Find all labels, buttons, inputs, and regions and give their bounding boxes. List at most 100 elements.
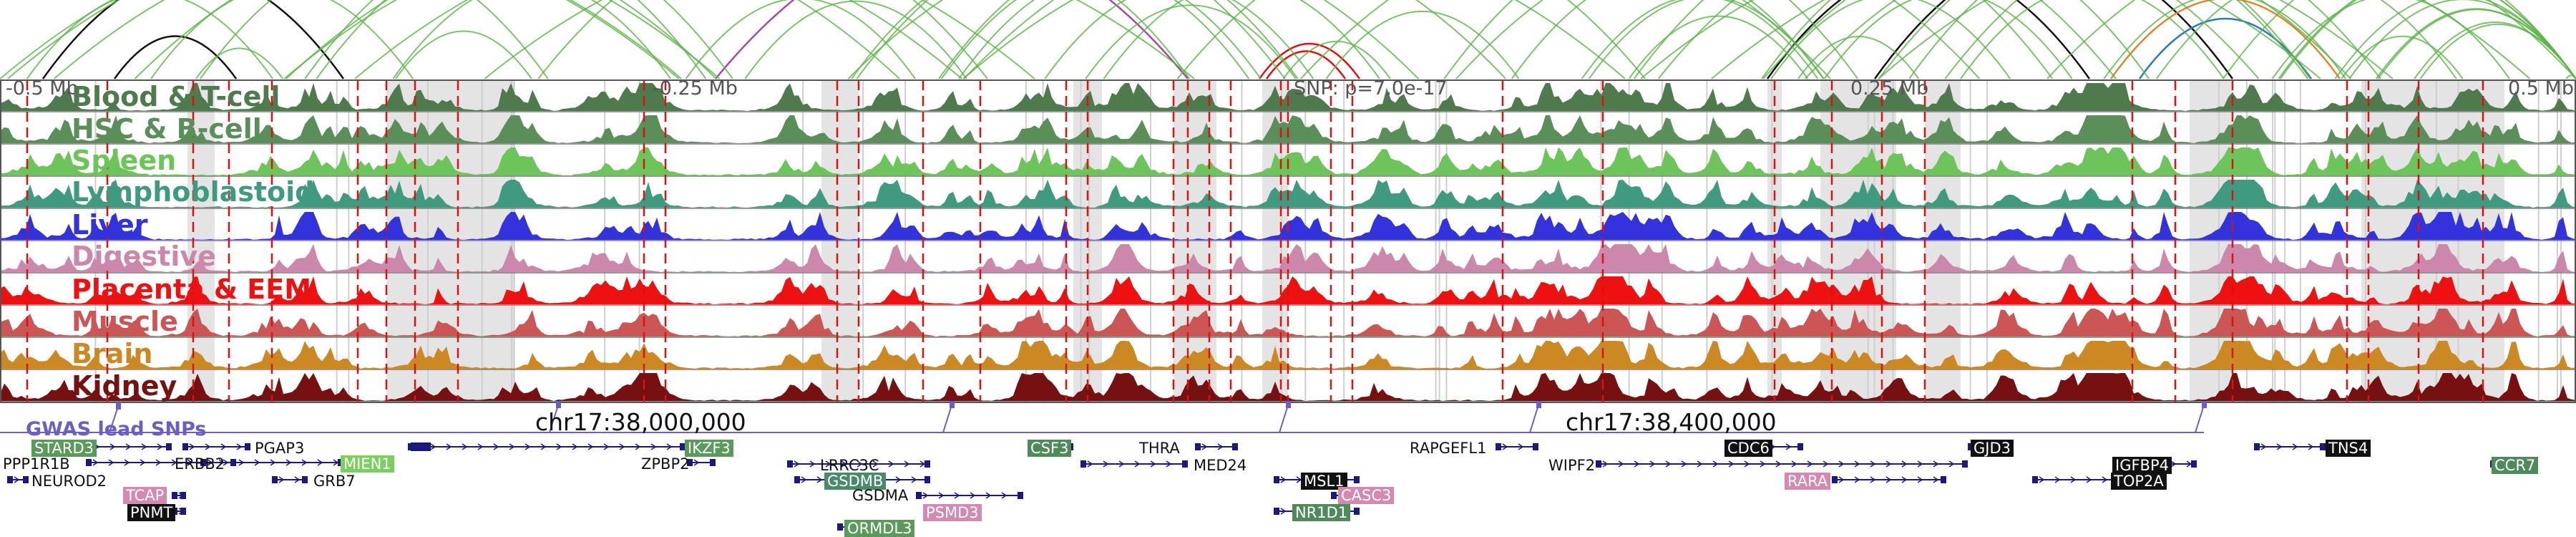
gene-label-casc3[interactable]: CASC3 [1338, 487, 1395, 504]
gene-label-pnmt[interactable]: PNMT [127, 504, 176, 521]
gene-label-ormdl3[interactable]: ORMDL3 [844, 520, 915, 537]
gene-strand-arrow [108, 459, 114, 466]
gene-strand-arrow [904, 460, 910, 468]
gene-exon [1331, 492, 1337, 499]
axis-tick-snp: SNP: p=7.0e-17 [1294, 77, 1448, 100]
track-label-muscle: Muscle [72, 306, 178, 337]
gene-label-csf3[interactable]: CSF3 [1028, 440, 1072, 457]
gene-strand-arrow [922, 492, 929, 499]
snp-marker [556, 401, 561, 408]
gene-strand-arrow [1001, 492, 1008, 499]
gene-strand-arrow [1103, 460, 1109, 468]
gene-exon [1354, 476, 1360, 483]
loop-arc [1103, 0, 1380, 79]
loop-arc [1044, 0, 1314, 79]
gene-strand-arrow [155, 459, 162, 466]
signal-profile [0, 244, 2576, 272]
gene-label-tcap[interactable]: TCAP [123, 487, 167, 504]
gene-label-med24[interactable]: MED24 [1194, 457, 1247, 474]
signal-tracks-panel [0, 79, 2576, 403]
gene-label-gjd3[interactable]: GJD3 [1971, 440, 2014, 457]
loop-arc [963, 0, 1507, 79]
gene-strand-arrow [1901, 460, 1908, 468]
gene-label-gsdma[interactable]: GSDMA [852, 487, 909, 504]
loop-arc [316, 0, 733, 79]
snp-connector [1529, 405, 1539, 433]
gene-label-rapgefl1[interactable]: RAPGEFL1 [1410, 440, 1487, 457]
gene-strand-arrow [157, 443, 163, 450]
gene-label-pgap3[interactable]: PGAP3 [255, 440, 305, 457]
snp-connector [109, 406, 119, 433]
gene-label-mien1[interactable]: MIEN1 [341, 455, 394, 473]
snp-marker [2202, 401, 2207, 408]
gene-label-cdc6[interactable]: CDC6 [1724, 440, 1772, 457]
gene-strand-arrow [2054, 476, 2061, 483]
gene-strand-arrow [619, 443, 625, 450]
gene-strand-arrow [493, 443, 499, 450]
gene-exon [1018, 492, 1023, 499]
gene-strand-arrow [205, 443, 211, 450]
gene-label-rara[interactable]: RARA [1785, 473, 1831, 490]
loop-arc [283, 0, 962, 79]
gene-label-grb7[interactable]: GRB7 [313, 473, 356, 490]
gene-strand-arrow [816, 476, 823, 483]
gene-label-gsdmb[interactable]: GSDMB [824, 473, 887, 490]
track-label-spleen: Spleen [72, 145, 177, 176]
snp-marker [950, 401, 955, 408]
gene-exon [23, 476, 29, 483]
loop-arc [200, 0, 549, 79]
loop-arc [1873, 0, 2234, 79]
gene-strand-arrow [1744, 460, 1750, 468]
gene-label-nr1d1[interactable]: NR1D1 [1292, 504, 1351, 521]
gene-strand-arrow [794, 460, 800, 468]
gene-label-thra[interactable]: THRA [1139, 440, 1180, 457]
loop-arc [1176, 0, 1646, 79]
loop-arc [286, 0, 900, 79]
gene-label-tns4[interactable]: TNS4 [2326, 440, 2371, 457]
gene-strand-arrow [985, 492, 992, 499]
gene-label-psmd3[interactable]: PSMD3 [923, 504, 982, 521]
gene-strand-arrow [270, 459, 276, 466]
gene-exon [1533, 443, 1538, 450]
gene-exon [837, 523, 843, 531]
loop-arc [847, 0, 1420, 79]
gene-strand-arrow [223, 459, 229, 466]
loop-arc [1804, 0, 2351, 79]
gene-strand-arrow [1791, 460, 1797, 468]
gene-strand-arrow [1948, 460, 1955, 468]
gene-exon [182, 443, 188, 450]
gene-label-neurod2[interactable]: NEUROD2 [31, 473, 107, 490]
gene-label-ppp1r1b[interactable]: PPP1R1B [3, 455, 70, 473]
gene-strand-arrow [2102, 476, 2108, 483]
loop-arc [134, 0, 717, 79]
gene-exon [180, 492, 186, 499]
gene-strand-arrow [1933, 460, 1939, 468]
axis-tick-minus-half-mb: -0.5 Mb [6, 77, 79, 100]
loop-arc [685, 0, 916, 79]
gene-strand-arrow [540, 443, 547, 450]
gene-strand-arrow [2170, 460, 2177, 468]
loop-arc [304, 0, 707, 79]
gene-label-igfbp4[interactable]: IGFBP4 [2112, 457, 2172, 474]
gene-exon [687, 459, 693, 466]
gene-label-zpbp2[interactable]: ZPBP2 [641, 455, 690, 473]
gene-strand-arrow [556, 443, 562, 450]
gene-strand-arrow [1838, 460, 1845, 468]
gene-label-wipf2[interactable]: WIPF2 [1548, 457, 1596, 474]
gene-label-stard3[interactable]: STARD3 [31, 440, 97, 457]
gene-exon [916, 492, 922, 499]
gene-exon [411, 442, 431, 451]
gene-strand-arrow [635, 443, 641, 450]
gene-strand-arrow [1917, 460, 1923, 468]
gene-strand-arrow [207, 459, 213, 466]
loop-arc [1282, 40, 1391, 79]
gene-label-ccr7[interactable]: CCR7 [2492, 457, 2539, 474]
gene-strand-arrow [1870, 460, 1876, 468]
gene-label-erbb2[interactable]: ERBB2 [175, 455, 225, 473]
gene-strand-arrow [1775, 460, 1782, 468]
gene-strand-arrow [650, 443, 657, 450]
gene-strand-arrow [124, 459, 130, 466]
gene-label-top2a[interactable]: TOP2A [2111, 473, 2167, 490]
gene-label-lrrc3c[interactable]: LRRC3C [820, 457, 879, 474]
gene-label-ikzf3[interactable]: IKZF3 [685, 440, 733, 457]
